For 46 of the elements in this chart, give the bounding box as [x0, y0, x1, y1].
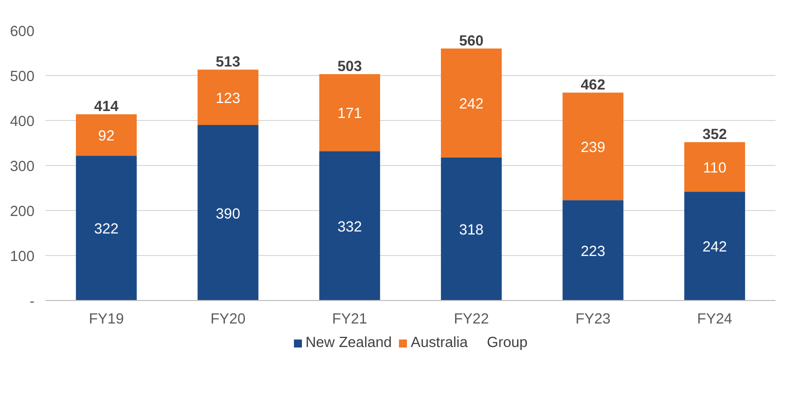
bar — [562, 92, 624, 200]
total-label: 462 — [580, 78, 606, 94]
total-label: 352 — [702, 127, 727, 144]
bar — [319, 74, 380, 152]
data-label: 223 — [580, 244, 606, 260]
data-label: 390 — [216, 206, 240, 222]
data-label: 318 — [459, 222, 484, 238]
x-tick-label: FY23 — [575, 312, 611, 328]
total-label: 560 — [459, 34, 484, 50]
bar — [440, 157, 502, 300]
legend-label: New Zealand — [305, 335, 392, 351]
bar — [562, 200, 624, 300]
x-tick-label: FY24 — [697, 312, 732, 328]
y-tick-label: 100 — [10, 249, 35, 265]
data-label: 110 — [702, 160, 726, 176]
x-tick-label: FY22 — [454, 312, 489, 328]
total-label: 503 — [337, 59, 362, 76]
data-label: 242 — [702, 240, 727, 256]
bar — [440, 48, 502, 158]
bar — [684, 192, 746, 300]
total-label: 414 — [94, 99, 120, 116]
data-label: 239 — [580, 140, 606, 156]
x-tick-label: FY21 — [332, 312, 368, 328]
bar — [76, 114, 137, 156]
data-label: 332 — [337, 219, 362, 236]
data-label: 322 — [94, 222, 119, 238]
data-label: 92 — [98, 128, 114, 144]
y-tick-label: 600 — [10, 24, 35, 40]
bar — [198, 70, 258, 125]
y-tick-label: 500 — [10, 69, 35, 85]
legend-label: Australia — [410, 335, 468, 351]
total-label: 513 — [216, 54, 240, 71]
bar — [76, 156, 137, 300]
bar — [319, 151, 380, 300]
data-label: 242 — [459, 96, 484, 112]
y-tick-label: - — [30, 294, 35, 310]
y-tick-label: 400 — [10, 114, 35, 130]
x-tick-label: FY20 — [210, 312, 246, 328]
text: Group — [486, 335, 528, 351]
y-tick-label: 300 — [10, 159, 35, 175]
data-label: 123 — [216, 90, 240, 107]
data-label: 171 — [337, 106, 362, 122]
y-tick-label: 200 — [10, 204, 35, 220]
x-tick-label: FY19 — [88, 312, 124, 328]
bar — [198, 125, 258, 300]
bar — [684, 142, 746, 192]
